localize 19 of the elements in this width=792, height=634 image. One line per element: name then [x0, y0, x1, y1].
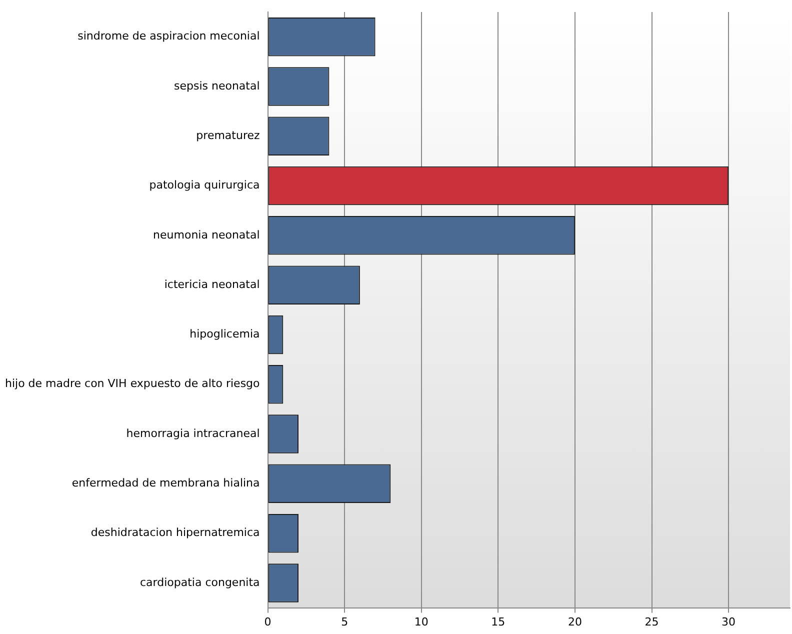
x-tick-label: 5	[341, 615, 348, 628]
y-tick-label: cardiopatia congenita	[140, 576, 260, 589]
y-tick-label: patologia quirurgica	[149, 178, 260, 192]
y-tick-label: enfermedad de membrana hialina	[72, 476, 260, 490]
y-tick-label: hemorragia intracraneal	[126, 426, 260, 440]
y-tick-label: ictericia neonatal	[164, 278, 260, 291]
y-tick-label: hijo de madre con VIH expuesto de alto riesgo	[4, 377, 260, 390]
y-tick-label: hipoglicemia	[190, 328, 260, 341]
x-tick-label: 15	[491, 615, 506, 628]
x-tick-label: 20	[568, 615, 582, 628]
y-tick-label: sepsis neonatal	[174, 79, 260, 92]
x-tick-label: 30	[722, 615, 736, 628]
y-tick-label: neumonia neonatal	[153, 228, 260, 242]
x-tick-label: 25	[644, 615, 659, 628]
x-tick-label: 10	[414, 615, 428, 628]
y-tick-label: sindrome de aspiracion meconial	[78, 30, 260, 43]
x-tick-label: 0	[264, 615, 272, 628]
y-tick-label: prematurez	[196, 128, 260, 142]
y-tick-label: deshidratacion hipernatremica	[90, 526, 260, 540]
